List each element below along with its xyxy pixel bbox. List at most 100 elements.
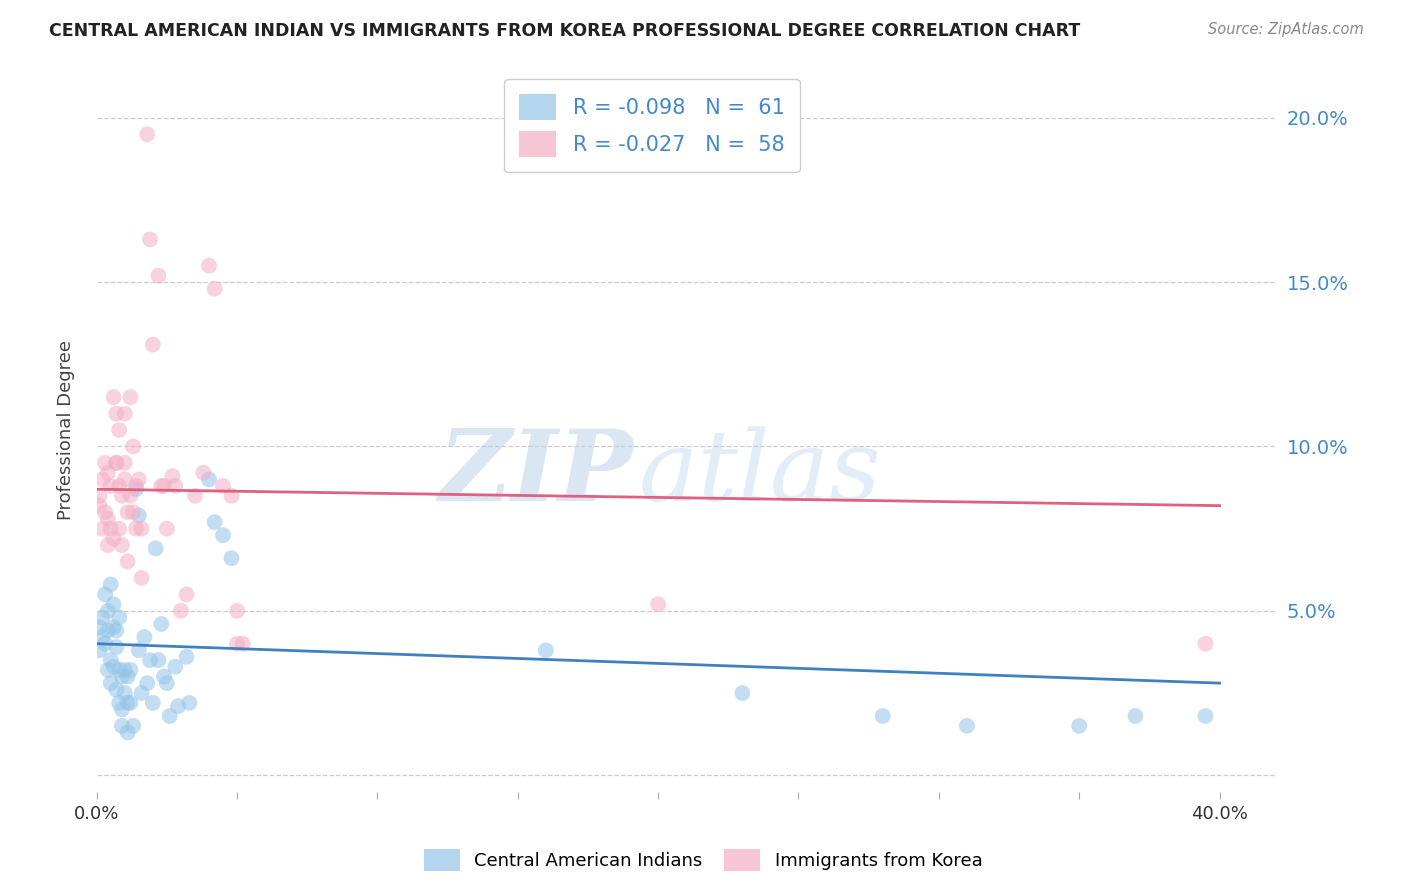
Point [105, 456, 128, 470]
Point [120, 696, 142, 710]
Text: ZIP: ZIP [439, 425, 633, 522]
Point [221, 489, 243, 503]
Point [105, 407, 128, 421]
Point [162, 469, 184, 483]
Point [89, 643, 111, 657]
Point [100, 522, 122, 536]
Text: CENTRAL AMERICAN INDIAN VS IMMIGRANTS FROM KOREA PROFESSIONAL DEGREE CORRELATION: CENTRAL AMERICAN INDIAN VS IMMIGRANTS FR… [49, 22, 1080, 40]
Point [108, 696, 131, 710]
Point [94, 637, 117, 651]
Point [91, 630, 114, 644]
Point [170, 604, 193, 618]
Point [122, 505, 145, 519]
Point [117, 669, 139, 683]
Point [131, 686, 153, 700]
Point [956, 719, 979, 733]
Point [136, 128, 159, 142]
Point [120, 390, 142, 404]
Point [97, 604, 120, 618]
Point [103, 532, 125, 546]
Point [204, 515, 226, 529]
Point [731, 686, 754, 700]
Point [120, 663, 142, 677]
Point [94, 587, 117, 601]
Point [105, 624, 128, 638]
Point [111, 538, 134, 552]
Text: atlas: atlas [640, 425, 882, 521]
Point [198, 472, 221, 486]
Point [128, 508, 150, 523]
Point [108, 522, 131, 536]
Point [872, 709, 894, 723]
Point [100, 653, 122, 667]
Point [204, 282, 226, 296]
Point [150, 617, 173, 632]
Point [212, 528, 235, 542]
Point [136, 676, 159, 690]
Point [100, 479, 122, 493]
Point [1069, 719, 1091, 733]
Point [89, 620, 111, 634]
Point [117, 725, 139, 739]
Point [103, 597, 125, 611]
Point [647, 597, 669, 611]
Point [232, 637, 254, 651]
Point [142, 696, 165, 710]
Point [100, 676, 122, 690]
Point [117, 555, 139, 569]
Point [122, 719, 145, 733]
Point [111, 669, 134, 683]
Point [125, 479, 148, 493]
Point [145, 541, 167, 556]
Point [128, 472, 150, 486]
Legend: Central American Indians, Immigrants from Korea: Central American Indians, Immigrants fro… [416, 842, 990, 879]
Point [125, 522, 148, 536]
Point [128, 643, 150, 657]
Point [103, 390, 125, 404]
Point [165, 659, 187, 673]
Point [226, 604, 249, 618]
Point [108, 479, 131, 493]
Point [103, 620, 125, 634]
Point [111, 719, 134, 733]
Point [114, 686, 136, 700]
Point [153, 669, 176, 683]
Point [105, 640, 128, 654]
Point [89, 499, 111, 513]
Point [91, 610, 114, 624]
Point [114, 472, 136, 486]
Point [114, 456, 136, 470]
Point [97, 663, 120, 677]
Point [100, 577, 122, 591]
Point [184, 489, 207, 503]
Point [94, 505, 117, 519]
Point [139, 232, 162, 246]
Point [94, 456, 117, 470]
Point [176, 649, 198, 664]
Point [125, 482, 148, 496]
Point [105, 682, 128, 697]
Point [117, 505, 139, 519]
Point [97, 512, 120, 526]
Point [179, 696, 201, 710]
Point [122, 440, 145, 454]
Point [1125, 709, 1147, 723]
Point [1194, 637, 1216, 651]
Point [226, 637, 249, 651]
Point [134, 630, 156, 644]
Point [150, 479, 173, 493]
Point [142, 337, 165, 351]
Point [114, 663, 136, 677]
Point [159, 709, 181, 723]
Point [139, 653, 162, 667]
Point [176, 587, 198, 601]
Point [111, 489, 134, 503]
Text: Source: ZipAtlas.com: Source: ZipAtlas.com [1208, 22, 1364, 37]
Point [97, 466, 120, 480]
Point [108, 423, 131, 437]
Point [156, 522, 179, 536]
Point [105, 456, 128, 470]
Point [108, 663, 131, 677]
Point [167, 699, 190, 714]
Point [108, 610, 131, 624]
